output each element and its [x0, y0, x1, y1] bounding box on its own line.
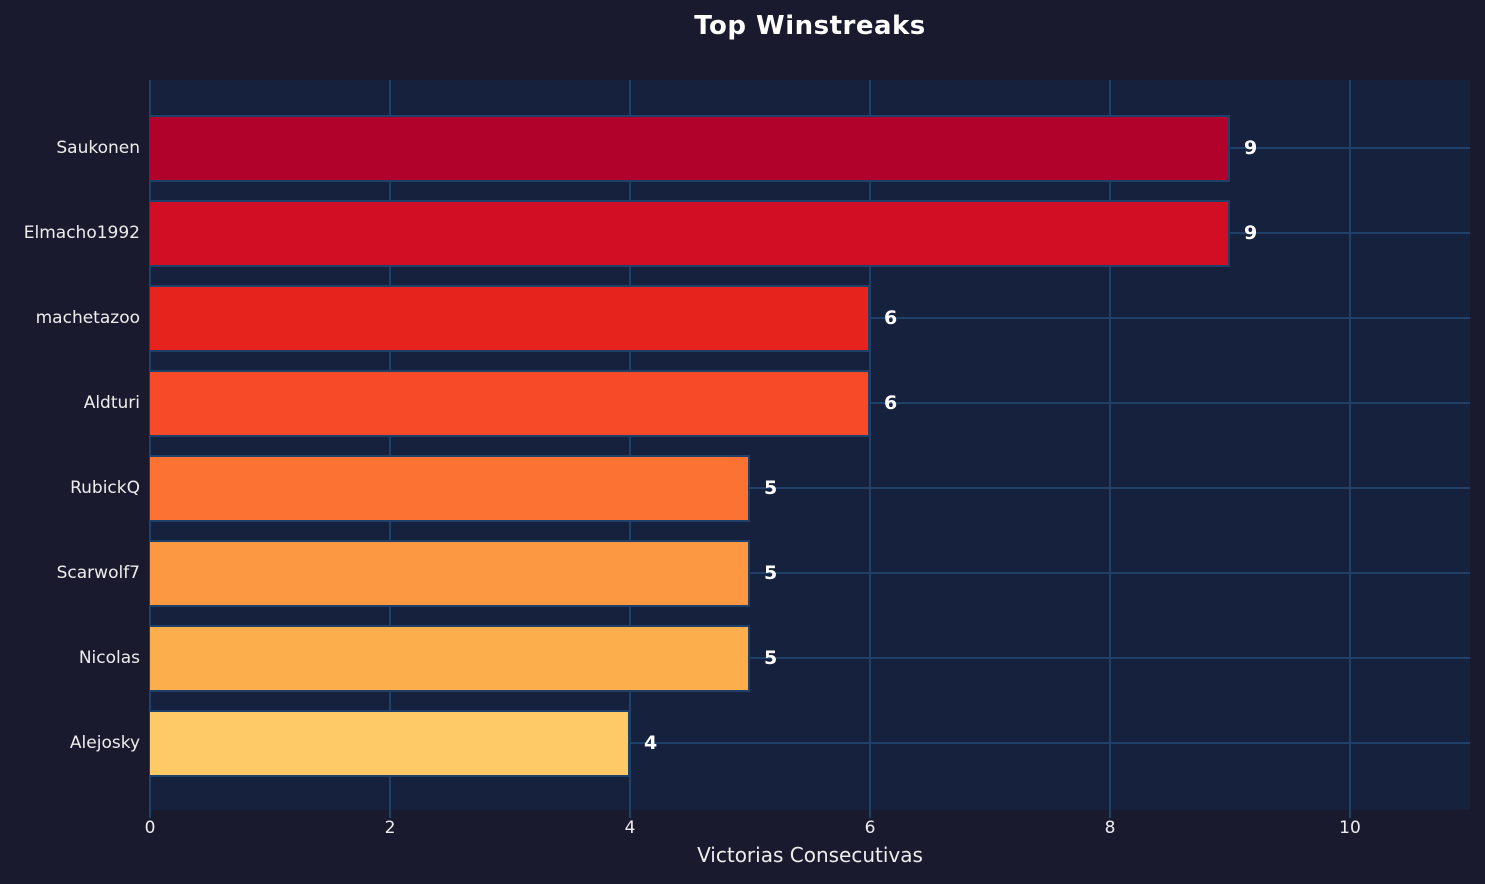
y-tick-label: machetazoo — [35, 308, 140, 328]
x-axis-label: Victorias Consecutivas — [697, 843, 923, 867]
grid-line-vertical — [629, 80, 631, 810]
grid-line-vertical — [869, 80, 871, 810]
x-tick-mark — [869, 810, 871, 818]
grid-line-vertical — [1349, 80, 1351, 810]
bar-elmacho1992 — [150, 199, 1230, 267]
value-label: 5 — [764, 562, 778, 584]
grid-line-vertical — [389, 80, 391, 810]
plot-area — [149, 80, 1470, 810]
bar-machetazoo — [150, 284, 870, 352]
x-tick-label: 6 — [864, 818, 876, 838]
x-tick-label: 4 — [624, 818, 636, 838]
bar-scarwolf7 — [150, 539, 750, 607]
y-tick-label: Elmacho1992 — [23, 223, 140, 243]
x-tick-mark — [1109, 810, 1111, 818]
x-tick-label: 0 — [144, 818, 156, 838]
x-tick-label: 8 — [1104, 818, 1116, 838]
bar-saukonen — [150, 114, 1230, 182]
y-tick-label: Scarwolf7 — [56, 563, 140, 583]
value-label: 5 — [764, 477, 778, 499]
chart-title: Top Winstreaks — [694, 11, 926, 41]
grid-line-horizontal — [150, 657, 1470, 659]
y-tick-label: Saukonen — [56, 138, 140, 158]
bar-rubickq — [150, 454, 750, 522]
value-label: 4 — [644, 732, 658, 754]
y-tick-label: Alejosky — [69, 733, 140, 753]
x-tick-mark — [1349, 810, 1351, 818]
value-label: 6 — [884, 307, 898, 329]
value-label: 6 — [884, 392, 898, 414]
grid-line-horizontal — [150, 742, 1470, 744]
y-tick-label: RubickQ — [70, 478, 140, 498]
value-label: 9 — [1244, 137, 1258, 159]
x-tick-label: 2 — [384, 818, 396, 838]
bar-aldturi — [150, 369, 870, 437]
value-label: 5 — [764, 647, 778, 669]
value-label: 9 — [1244, 222, 1258, 244]
grid-line-horizontal — [150, 572, 1470, 574]
grid-line-vertical — [149, 80, 151, 810]
grid-line-vertical — [1109, 80, 1111, 810]
grid-line-horizontal — [150, 487, 1470, 489]
y-tick-label: Aldturi — [83, 393, 140, 413]
y-tick-label: Nicolas — [78, 648, 140, 668]
x-tick-mark — [389, 810, 391, 818]
x-tick-label: 10 — [1339, 818, 1361, 838]
bar-alejosky — [150, 709, 630, 777]
x-tick-mark — [149, 810, 151, 818]
x-tick-mark — [629, 810, 631, 818]
bar-nicolas — [150, 624, 750, 692]
